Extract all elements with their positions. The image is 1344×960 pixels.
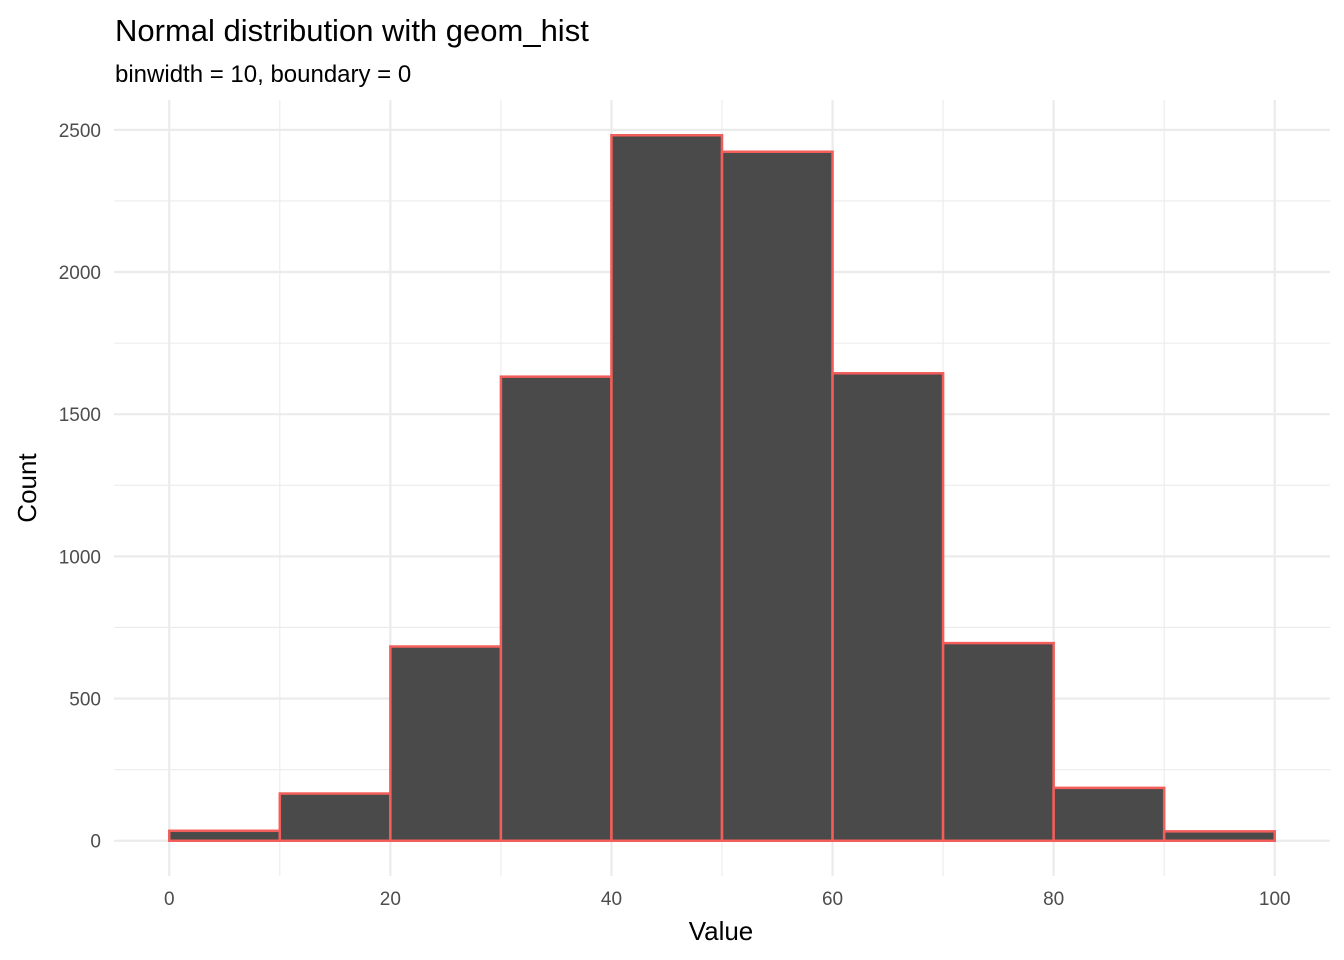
- histogram-bar-4: [610, 134, 724, 842]
- histogram-bars: [168, 134, 1276, 842]
- x-axis-tick-labels: 0 20 40 60 80 100: [164, 889, 1291, 910]
- x-tick-label: 20: [380, 889, 401, 910]
- histogram-bar-2: [389, 645, 503, 842]
- y-tick-label: 2500: [59, 121, 101, 142]
- x-tick-label: 0: [164, 889, 175, 910]
- histogram-bar-1: [278, 792, 392, 842]
- y-axis-title: Count: [12, 453, 42, 523]
- histogram-bar-7: [941, 641, 1055, 842]
- y-tick-label: 2000: [59, 263, 101, 284]
- histogram-bar-6: [831, 372, 945, 842]
- histogram-bar-9: [1162, 830, 1276, 842]
- x-tick-label: 100: [1259, 889, 1291, 910]
- x-tick-label: 80: [1043, 889, 1064, 910]
- histogram-bar-0: [168, 829, 282, 842]
- chart-title: Normal distribution with geom_hist: [115, 13, 589, 48]
- y-tick-label: 0: [90, 832, 101, 853]
- y-tick-label: 1500: [59, 405, 101, 426]
- x-tick-label: 40: [601, 889, 622, 910]
- x-tick-label: 60: [822, 889, 843, 910]
- y-axis-tick-labels: 0 500 1000 1500 2000 2500: [59, 121, 101, 853]
- histogram-bar-5: [720, 150, 834, 842]
- x-axis-title: Value: [689, 916, 754, 946]
- histogram-bar-3: [499, 375, 613, 842]
- y-tick-label: 1000: [59, 547, 101, 568]
- chart-subtitle: binwidth = 10, boundary = 0: [115, 61, 411, 88]
- histogram-bar-8: [1052, 786, 1166, 842]
- y-tick-label: 500: [69, 690, 101, 711]
